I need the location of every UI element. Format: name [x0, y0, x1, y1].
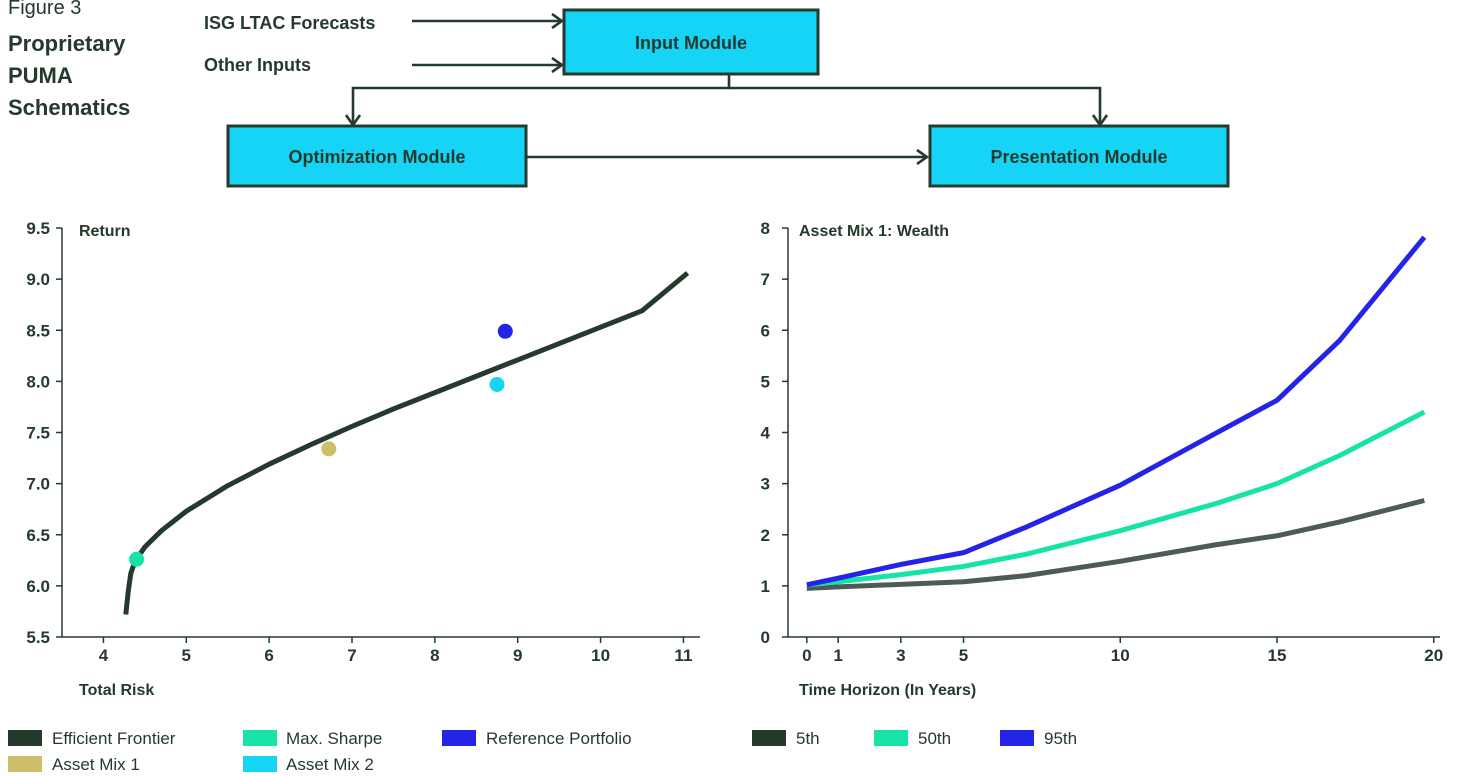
figure-title-line-3: Schematics — [8, 95, 130, 120]
legend-label-efficient-frontier: Efficient Frontier — [52, 729, 176, 748]
return-axis-label: Return — [79, 223, 131, 240]
y-tick-label: 4 — [761, 424, 771, 443]
input-label-other: Other Inputs — [204, 55, 311, 75]
legend-swatch-reference-portfolio — [442, 730, 476, 746]
y-tick-label: 5 — [761, 372, 770, 391]
y-tick-label: 0 — [761, 628, 770, 647]
x-tick-label: 8 — [430, 646, 439, 665]
efficient-frontier-line — [123, 271, 690, 615]
series-50th-line — [806, 409, 1426, 588]
legend-label-asset-mix-1: Asset Mix 1 — [52, 755, 140, 774]
series-95th-line — [806, 235, 1427, 588]
presentation-module-label: Presentation Module — [990, 147, 1167, 167]
legend-label-5th: 5th — [796, 729, 820, 748]
risk-return-legend: Efficient Frontier Max. Sharpe Reference… — [8, 729, 632, 774]
legend-label-95th: 95th — [1044, 729, 1077, 748]
optimization-module-box — [226, 124, 528, 188]
y-tick-label: 8.0 — [26, 372, 50, 391]
legend-label-50th: 50th — [918, 729, 951, 748]
arrow-input-to-presentation — [729, 86, 1100, 125]
x-tick-label: 11 — [674, 646, 692, 665]
x-tick-label: 5 — [959, 646, 968, 665]
presentation-module-box — [928, 124, 1230, 188]
y-tick-label: 9.5 — [26, 219, 50, 238]
legend-swatch-asset-mix-1 — [8, 756, 42, 772]
legend-swatch-5th — [752, 730, 786, 746]
y-tick-label: 2 — [761, 526, 770, 545]
wealth-chart-title: Asset Mix 1: Wealth — [799, 223, 949, 240]
y-tick-label: 7.5 — [26, 424, 50, 443]
x-tick-label: 0 — [802, 646, 811, 665]
input-module-label: Input Module — [635, 33, 747, 53]
y-tick-label: 5.5 — [26, 628, 50, 647]
x-tick-label: 3 — [896, 646, 905, 665]
time-horizon-axis-label: Time Horizon (In Years) — [799, 682, 976, 699]
asset-mix-1-point — [321, 441, 337, 457]
x-tick-label: 1 — [833, 646, 842, 665]
legend-swatch-max-sharpe — [243, 730, 277, 746]
legend-swatch-efficient-frontier — [8, 730, 42, 746]
max-sharpe-point — [129, 551, 145, 567]
legend-label-max-sharpe: Max. Sharpe — [286, 729, 382, 748]
input-label-forecasts: ISG LTAC Forecasts — [204, 13, 375, 33]
legend-label-reference-portfolio: Reference Portfolio — [486, 729, 632, 748]
wealth-chart: Asset Mix 1: Wealth Time Horizon (In Yea… — [761, 219, 1444, 699]
legend-swatch-95th — [1000, 730, 1034, 746]
x-tick-label: 7 — [347, 646, 356, 665]
puma-schematic: ISG LTAC Forecasts Other Inputs Input Mo… — [204, 8, 1230, 188]
y-tick-label: 8 — [761, 219, 770, 238]
x-tick-label: 5 — [182, 646, 191, 665]
y-tick-label: 6 — [761, 321, 770, 340]
x-tick-label: 10 — [591, 646, 610, 665]
y-tick-label: 7 — [761, 270, 770, 289]
risk-return-chart: Return Total Risk 5.5 6.0 6.5 7.0 7.5 8.0 8.5 9… — [26, 219, 700, 699]
optimization-module-label: Optimization Module — [289, 147, 466, 167]
y-tick-label: 6.5 — [26, 526, 50, 545]
figure-title-line-1: Proprietary — [8, 31, 126, 56]
legend-swatch-50th — [874, 730, 908, 746]
asset-mix-2-point — [489, 376, 505, 392]
x-tick-label: 9 — [513, 646, 522, 665]
legend-swatch-asset-mix-2 — [243, 756, 277, 772]
input-module-box — [562, 8, 820, 76]
y-tick-label: 7.0 — [26, 475, 50, 494]
arrow-input-to-optimization — [353, 75, 731, 125]
y-tick-label: 8.5 — [26, 321, 50, 340]
figure-label: Figure 3 — [8, 0, 81, 19]
total-risk-axis-label: Total Risk — [79, 682, 154, 699]
x-tick-label: 6 — [264, 646, 273, 665]
y-tick-label: 1 — [761, 577, 770, 596]
x-tick-label: 15 — [1268, 646, 1287, 665]
legend-label-asset-mix-2: Asset Mix 2 — [286, 755, 374, 774]
y-tick-label: 3 — [761, 475, 770, 494]
x-tick-label: 4 — [99, 646, 109, 665]
y-tick-label: 6.0 — [26, 577, 50, 596]
y-tick-label: 9.0 — [26, 270, 50, 289]
reference-portfolio-point — [497, 323, 513, 339]
wealth-legend: 5th 50th 95th — [752, 729, 1077, 748]
x-tick-label: 20 — [1424, 646, 1443, 665]
x-tick-label: 10 — [1111, 646, 1130, 665]
series-5th-line — [806, 498, 1425, 591]
figure-title-line-2: PUMA — [8, 63, 73, 88]
